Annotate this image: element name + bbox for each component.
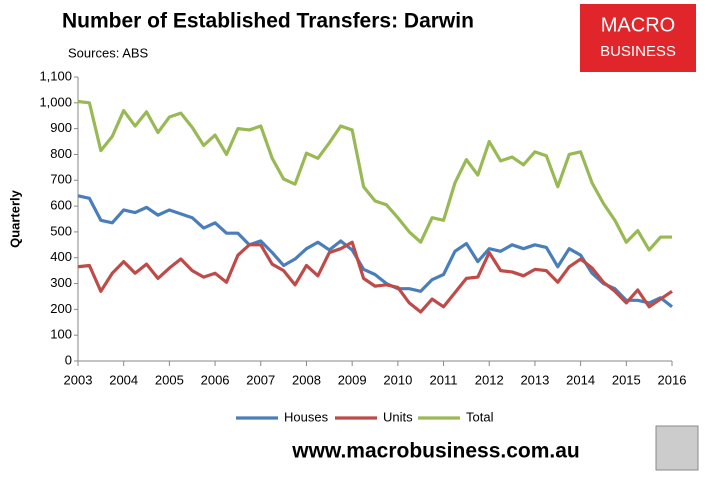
x-tick-label: 2003 bbox=[64, 372, 93, 387]
y-tick-label: 400 bbox=[50, 249, 72, 264]
x-tick-label: 2014 bbox=[566, 372, 595, 387]
y-tick-label: 300 bbox=[50, 275, 72, 290]
y-tick-label: 1,000 bbox=[39, 94, 72, 109]
wolf-icon bbox=[655, 425, 699, 471]
subtitle: Sources: ABS bbox=[68, 45, 149, 60]
y-tick-label: 800 bbox=[50, 146, 72, 161]
y-tick-label: 1,100 bbox=[39, 68, 72, 83]
chart-title: Number of Established Transfers: Darwin bbox=[62, 10, 474, 33]
logo-text: MACRO bbox=[601, 14, 675, 36]
x-tick-label: 2005 bbox=[155, 372, 184, 387]
data-line bbox=[77, 240, 673, 314]
y-tick-label: 700 bbox=[50, 172, 72, 187]
y-tick-label: 0 bbox=[65, 352, 72, 367]
x-tick-label: 2013 bbox=[520, 372, 549, 387]
legend-label: Units bbox=[383, 409, 413, 424]
data-line bbox=[77, 194, 673, 309]
y-axis-label: Quarterly bbox=[7, 189, 22, 248]
y-tick-label: 200 bbox=[50, 301, 72, 316]
y-tick-label: 600 bbox=[50, 198, 72, 213]
logo-text: BUSINESS bbox=[600, 43, 676, 60]
x-tick-label: 2010 bbox=[383, 372, 412, 387]
x-tick-label: 2004 bbox=[109, 372, 138, 387]
x-tick-label: 2012 bbox=[475, 372, 504, 387]
y-tick-label: 500 bbox=[50, 223, 72, 238]
legend-label: Total bbox=[466, 409, 494, 424]
x-tick-label: 2008 bbox=[292, 372, 321, 387]
y-tick-label: 100 bbox=[50, 327, 72, 342]
x-tick-label: 2009 bbox=[338, 372, 367, 387]
x-tick-label: 2011 bbox=[430, 372, 458, 387]
data-line bbox=[77, 99, 672, 252]
logo-box bbox=[580, 4, 696, 72]
x-tick-label: 2016 bbox=[658, 372, 687, 387]
footer: www.macrobusiness.com.au bbox=[291, 440, 579, 463]
y-tick-label: 900 bbox=[50, 120, 72, 135]
x-tick-label: 2006 bbox=[201, 372, 230, 387]
x-tick-label: 2015 bbox=[612, 372, 641, 387]
legend-label: Houses bbox=[284, 409, 329, 424]
x-tick-label: 2007 bbox=[246, 372, 275, 387]
